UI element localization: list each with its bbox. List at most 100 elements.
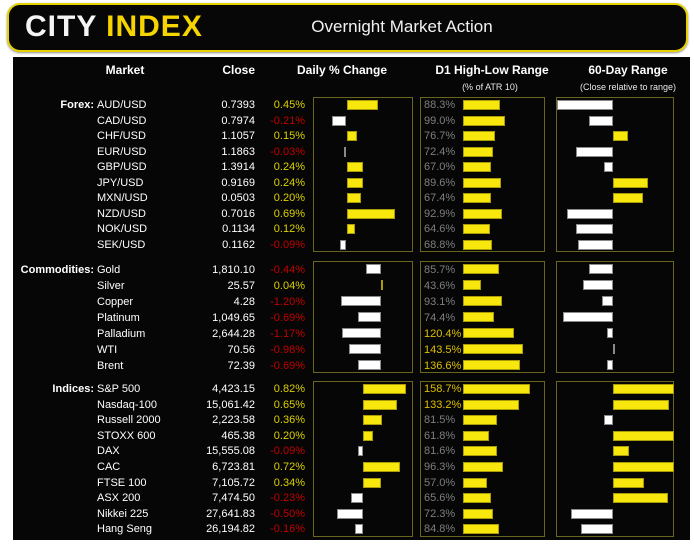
d1-range-bar	[463, 296, 503, 306]
close-value: 0.0503	[221, 192, 255, 204]
daily-change-bar	[346, 224, 355, 234]
market-name: Russell 2000	[97, 414, 161, 427]
daily-change-value: -1.17%	[270, 328, 305, 340]
sixty-day-range-panel	[556, 97, 674, 252]
d1-range-bar	[463, 462, 504, 472]
daily-change-bar	[358, 312, 381, 322]
daily-change-bar	[337, 508, 363, 519]
close-value: 465.38	[221, 429, 255, 442]
close-value: 1.1057	[221, 130, 255, 142]
daily-change-value: 0.24%	[273, 161, 305, 173]
daily-change-value: -0.44%	[270, 264, 305, 276]
d1-range-value: 85.7%	[424, 264, 456, 276]
header-banner: CITY INDEX Overnight Market Action	[7, 3, 688, 52]
close-value: 1,049.65	[212, 312, 255, 324]
daily-change-bar	[346, 177, 364, 188]
d1-range-value: 67.4%	[424, 192, 456, 204]
sixty-day-range-bar	[606, 360, 613, 370]
close-value: 26,194.82	[206, 523, 255, 536]
table-row: Brent 72.39 -0.69% 136.6%	[0, 357, 694, 373]
table-row: Indices: S&P 500 4,423.15 0.82% 158.7%	[0, 381, 694, 397]
table-row: DAX 15,555.08 -0.09% 81.6%	[0, 443, 694, 459]
sixty-day-range-bar	[612, 462, 674, 472]
table-row: ASX 200 7,474.50 -0.23% 65.6%	[0, 490, 694, 506]
sixty-day-range-panel	[556, 261, 674, 373]
column-header-60day-range: 60-Day Range	[588, 63, 668, 77]
d1-range-value: 76.7%	[424, 130, 456, 142]
table-row: MXN/USD 0.0503 0.20% 67.4%	[0, 190, 694, 206]
d1-range-value: 65.6%	[424, 492, 456, 505]
market-name: Nasdaq-100	[97, 398, 157, 411]
table-row: STOXX 600 465.38 0.20% 61.8%	[0, 428, 694, 444]
table-row: Copper 4.28 -1.20% 93.1%	[0, 293, 694, 309]
d1-range-panel	[420, 381, 545, 537]
column-header-daily-change: Daily % Change	[296, 63, 388, 77]
d1-range-bar	[463, 146, 494, 157]
d1-range-bar	[463, 477, 487, 488]
market-name: Hang Seng	[97, 523, 153, 536]
table-row: Palladium 2,644.28 -1.17% 120.4%	[0, 325, 694, 341]
d1-range-value: 143.5%	[424, 344, 462, 356]
logo-index-text: INDEX	[106, 10, 203, 43]
market-name: JPY/USD	[97, 176, 144, 189]
daily-change-bar	[351, 493, 363, 504]
page-title: Overnight Market Action	[311, 17, 493, 36]
column-subheader-atr: (% of ATR 10)	[462, 82, 518, 92]
d1-range-bar	[463, 524, 499, 535]
d1-range-bar	[463, 131, 496, 141]
d1-range-bar	[463, 360, 521, 370]
table-row: Silver 25.57 0.04% 43.6%	[0, 277, 694, 293]
daily-change-value: -0.23%	[270, 492, 305, 505]
sixty-day-range-bar	[578, 239, 613, 250]
daily-change-value: 0.34%	[273, 476, 305, 489]
market-name: Nikkei 225	[97, 507, 149, 520]
d1-range-bar	[463, 430, 489, 441]
sixty-day-range-panel	[556, 381, 674, 537]
table-row: Nikkei 225 27,641.83 -0.50% 72.3%	[0, 506, 694, 522]
daily-change-bar	[363, 430, 374, 441]
market-name: Copper	[97, 296, 134, 308]
daily-change-value: 0.24%	[273, 176, 305, 189]
market-name: DAX	[97, 445, 120, 458]
close-value: 25.57	[227, 280, 255, 292]
d1-range-value: 158.7%	[424, 383, 462, 395]
close-value: 0.7974	[221, 114, 255, 127]
daily-change-value: 0.15%	[273, 130, 305, 142]
daily-change-value: 0.36%	[273, 414, 305, 427]
close-value: 7,105.72	[212, 476, 255, 489]
d1-range-value: 133.2%	[424, 398, 462, 411]
close-value: 1.3914	[221, 161, 255, 173]
table-row: Commodities: Gold 1,810.10 -0.44% 85.7%	[0, 261, 694, 277]
daily-change-bar	[363, 384, 406, 394]
d1-range-bar	[463, 415, 498, 426]
column-header-close: Close	[222, 63, 255, 77]
table-row: CAD/USD 0.7974 -0.21% 99.0%	[0, 113, 694, 129]
sixty-day-range-bar	[602, 296, 613, 306]
d1-range-bar	[463, 177, 501, 188]
d1-range-value: 74.4%	[424, 312, 456, 324]
d1-range-bar	[463, 312, 495, 322]
daily-change-bar	[348, 344, 381, 354]
group-indices: Indices: S&P 500 4,423.15 0.82% 158.7% Nasdaq…	[0, 381, 694, 537]
close-value: 7,474.50	[212, 492, 255, 505]
table-row: CHF/USD 1.1057 0.15% 76.7%	[0, 128, 694, 144]
close-value: 72.39	[227, 360, 255, 372]
d1-range-value: 120.4%	[424, 328, 462, 340]
d1-range-value: 84.8%	[424, 523, 456, 536]
sixty-day-range-bar	[583, 280, 613, 290]
d1-range-value: 67.0%	[424, 161, 456, 173]
market-name: SEK/USD	[97, 238, 146, 251]
daily-change-bar	[358, 446, 363, 457]
d1-range-bar	[463, 162, 492, 172]
d1-range-value: 93.1%	[424, 296, 456, 308]
daily-change-value: -0.69%	[270, 312, 305, 324]
close-value: 2,223.58	[212, 414, 255, 427]
table-row: WTI 70.56 -0.98% 143.5%	[0, 341, 694, 357]
close-value: 0.1134	[222, 223, 255, 235]
table-row: Platinum 1,049.65 -0.69% 74.4%	[0, 309, 694, 325]
d1-range-value: 89.6%	[424, 176, 456, 189]
table-row: Forex: AUD/USD 0.7393 0.45% 88.3%	[0, 97, 694, 113]
market-name: NZD/USD	[97, 207, 146, 220]
sixty-day-range-bar	[566, 208, 613, 219]
